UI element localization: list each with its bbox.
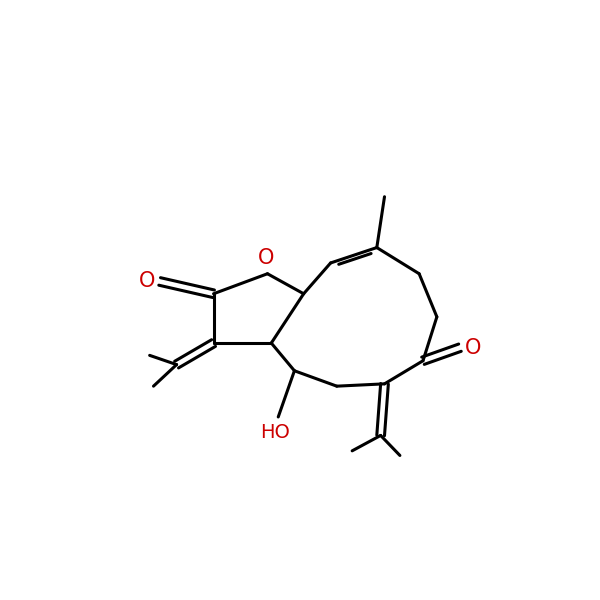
Text: HO: HO (260, 423, 290, 442)
Text: O: O (139, 271, 155, 292)
Text: O: O (464, 338, 481, 358)
Text: O: O (258, 248, 274, 268)
